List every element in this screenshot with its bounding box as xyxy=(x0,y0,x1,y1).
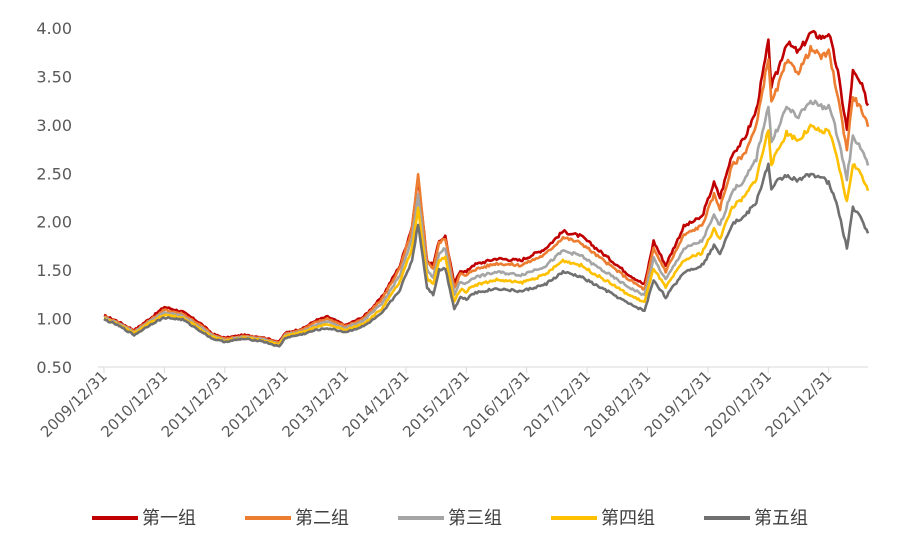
y-tick-label: 3.50 xyxy=(36,67,72,86)
legend-label: 第五组 xyxy=(754,508,808,529)
series-lines xyxy=(103,29,870,348)
legend-label: 第一组 xyxy=(142,508,196,529)
y-tick-label: 4.00 xyxy=(36,19,72,38)
y-axis: 0.50 1.00 1.50 2.00 2.50 3.00 3.50 4.00 xyxy=(36,19,72,377)
y-tick-label: 2.50 xyxy=(36,164,72,183)
series-line-1 xyxy=(103,29,870,343)
legend-label: 第三组 xyxy=(448,508,502,529)
series-line-2 xyxy=(103,44,870,345)
y-tick-label: 1.00 xyxy=(36,310,72,329)
y-tick-label: 0.50 xyxy=(36,358,72,377)
y-tick-label: 2.00 xyxy=(36,213,72,232)
legend-label: 第二组 xyxy=(295,508,349,529)
y-tick-label: 3.00 xyxy=(36,116,72,135)
y-tick-label: 1.50 xyxy=(36,261,72,280)
legend-label: 第四组 xyxy=(601,508,655,529)
series-line-4 xyxy=(103,123,870,346)
series-line-3 xyxy=(104,99,870,346)
series-line-5 xyxy=(103,162,870,348)
x-axis: 2009/12/312010/12/312011/12/312012/12/31… xyxy=(37,366,868,441)
legend: 第一组 第二组 第三组 第四组 第五组 xyxy=(92,508,808,529)
